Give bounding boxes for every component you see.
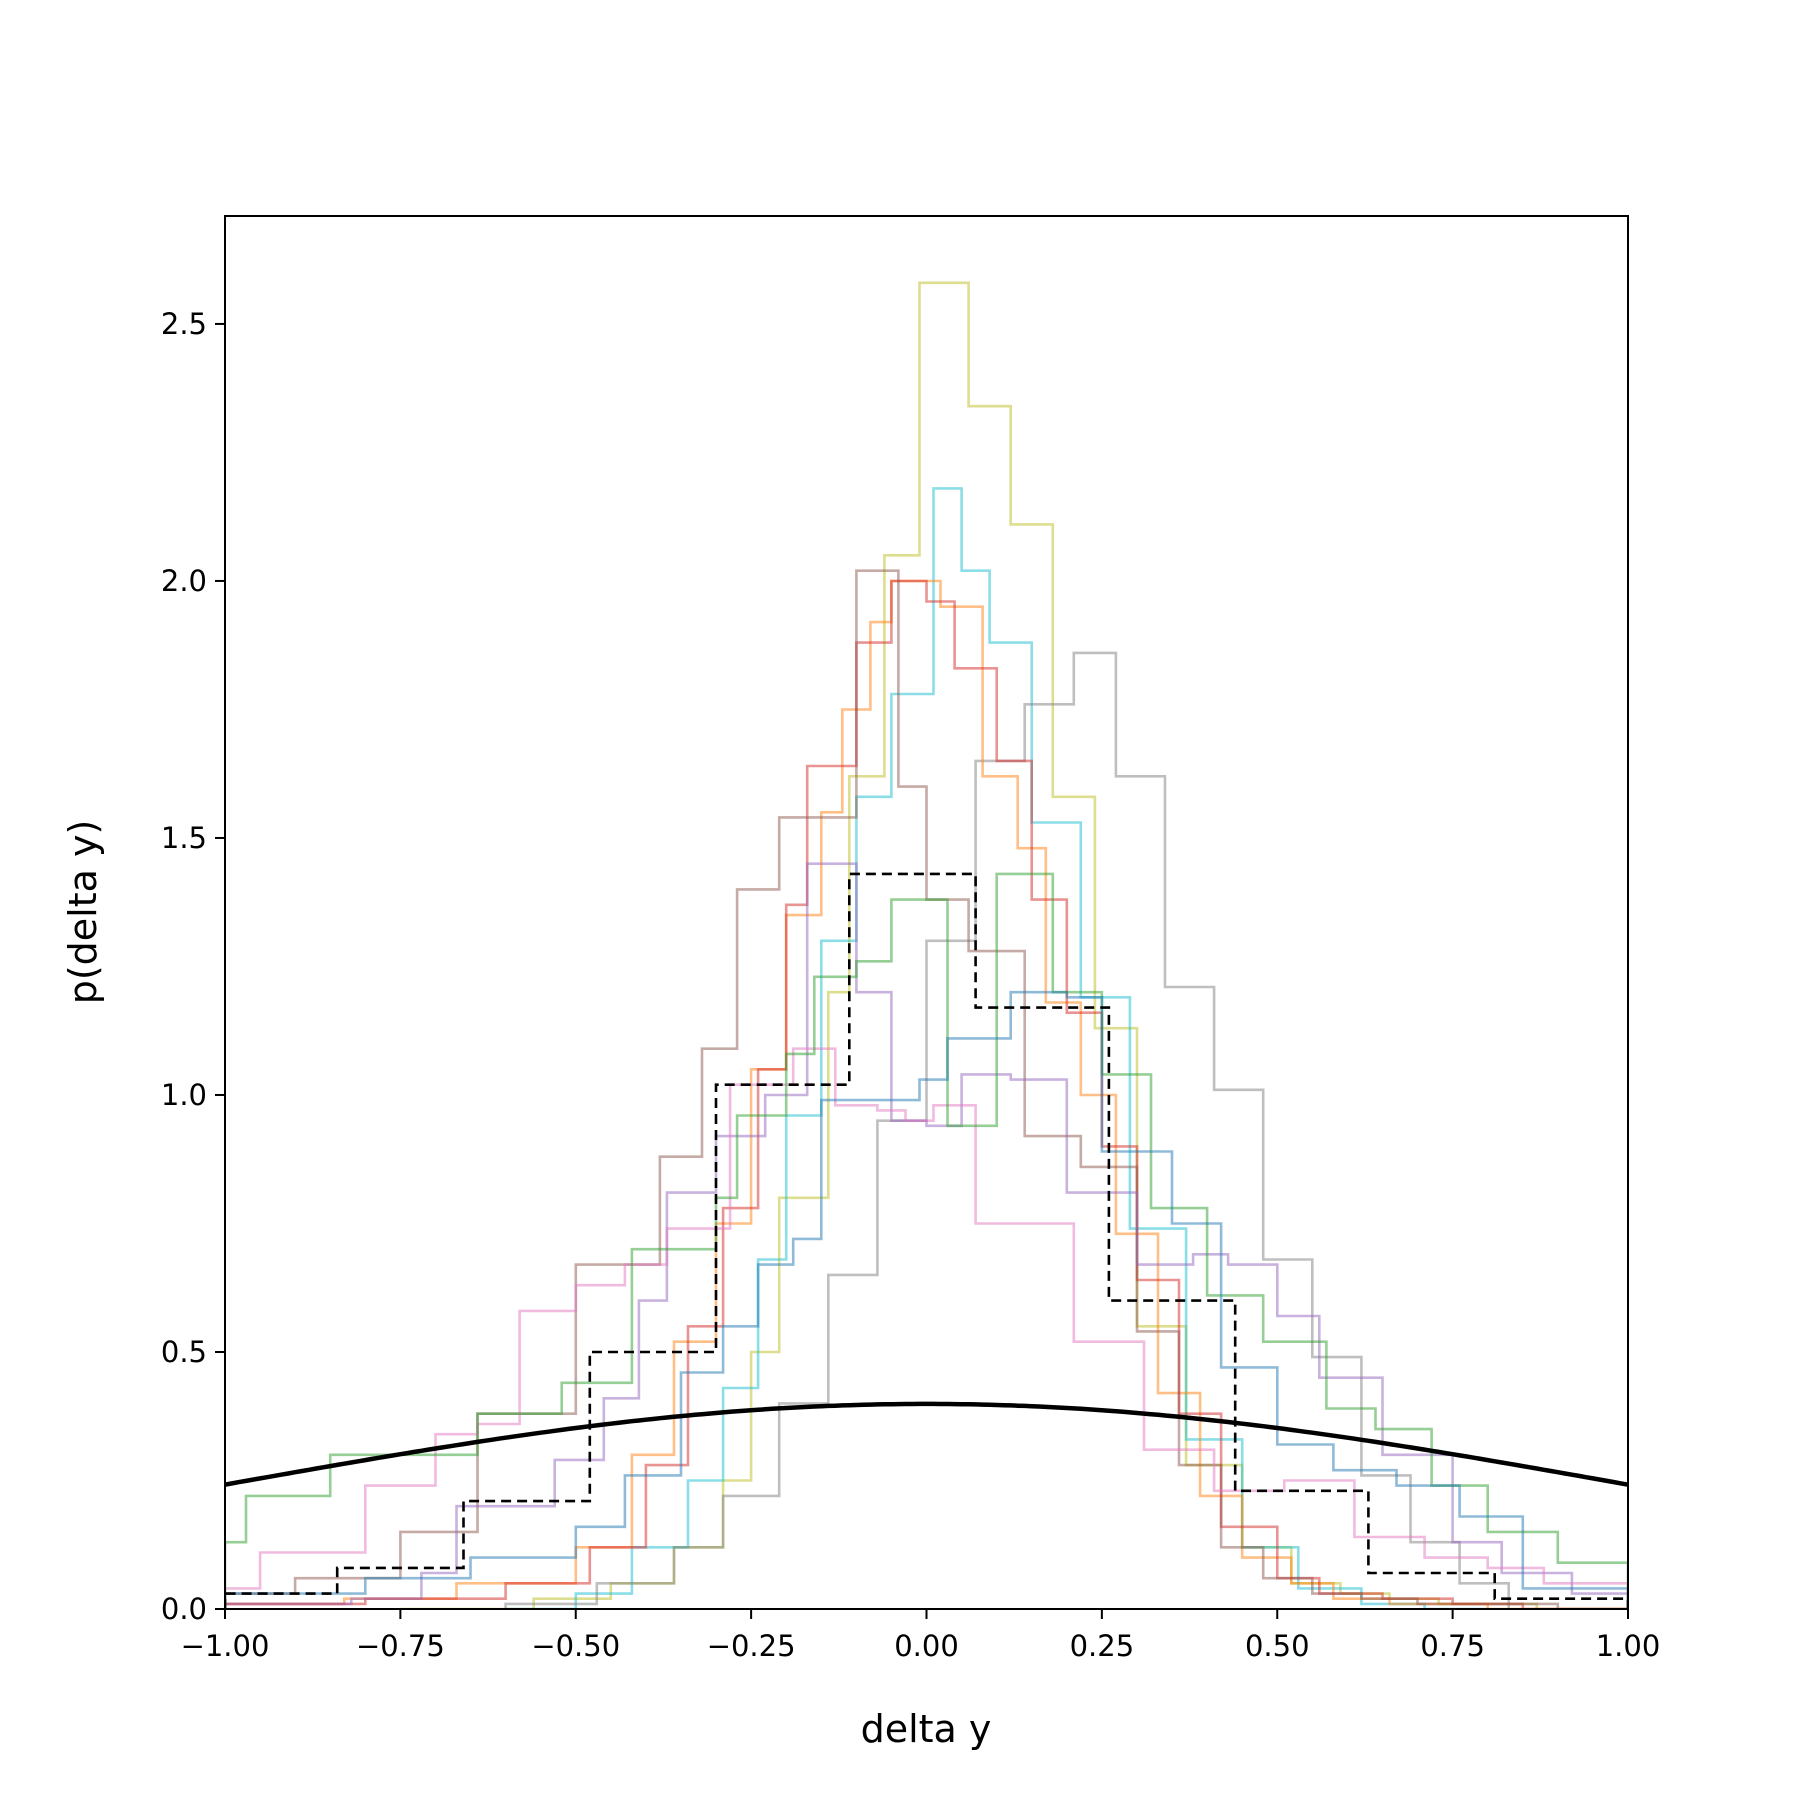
x-tick-label: 0.50 — [1245, 1629, 1310, 1663]
y-tick-label: 0.5 — [161, 1335, 207, 1369]
histogram-series-1 — [400, 281, 1628, 1609]
x-tick-label: −0.75 — [356, 1629, 445, 1663]
y-tick-label: 2.0 — [161, 564, 207, 598]
y-tick-label: 1.0 — [161, 1078, 207, 1112]
x-tick-label: 0.75 — [1420, 1629, 1485, 1663]
x-tick-label: 1.00 — [1596, 1629, 1661, 1663]
y-tick-label: 0.0 — [161, 1592, 207, 1626]
x-axis-label: delta y — [861, 1707, 992, 1751]
histogram-series-10 — [225, 990, 1628, 1609]
y-tick-label: 1.5 — [161, 821, 207, 855]
histogram-dashed-series — [225, 872, 1628, 1609]
plot-area — [225, 281, 1628, 1609]
x-tick-label: 0.00 — [894, 1629, 959, 1663]
histogram-series-9 — [225, 872, 1628, 1609]
histogram-series-7 — [225, 862, 1628, 1609]
x-tick-label: 0.25 — [1070, 1629, 1135, 1663]
normal-pdf-curve — [225, 1401, 1628, 1487]
x-tick-label: −1.00 — [181, 1629, 270, 1663]
x-tick-label: −0.50 — [531, 1629, 620, 1663]
x-tick-label: −0.25 — [707, 1629, 796, 1663]
y-tick-label: 2.5 — [161, 307, 207, 341]
histogram-series-4 — [225, 579, 1628, 1609]
axis-ticks: −1.00 −0.75 −0.50 −0.25 0.00 0.25 0.50 0.75 1.00… — [161, 307, 1660, 1663]
histogram-series-3 — [504, 651, 1510, 1609]
y-axis-label: p(delta y) — [61, 820, 105, 1005]
